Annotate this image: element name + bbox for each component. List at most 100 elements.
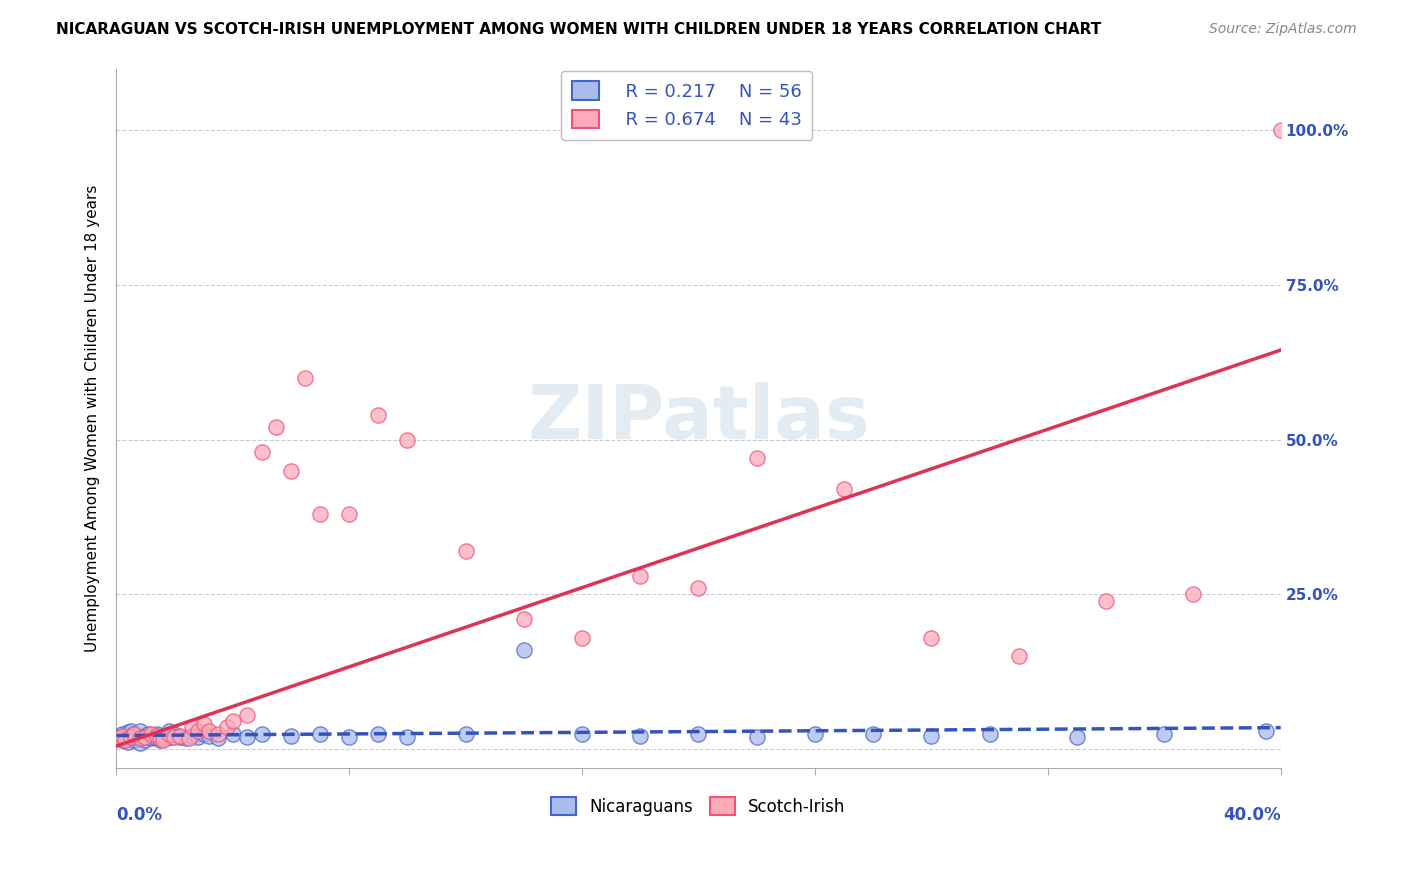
Point — [149, 731, 172, 745]
Point — [128, 736, 150, 750]
Point — [571, 631, 593, 645]
Point — [236, 730, 259, 744]
Point — [1153, 727, 1175, 741]
Point — [122, 732, 145, 747]
Point — [513, 612, 536, 626]
Point — [266, 420, 288, 434]
Point — [280, 729, 302, 743]
Point — [134, 730, 156, 744]
Point — [120, 730, 142, 744]
Point — [688, 727, 710, 741]
Point — [128, 723, 150, 738]
Point — [804, 727, 827, 741]
Legend: Nicaraguans, Scotch-Irish: Nicaraguans, Scotch-Irish — [544, 791, 852, 822]
Point — [146, 727, 169, 741]
Point — [128, 731, 150, 745]
Point — [222, 714, 245, 729]
Point — [169, 730, 191, 744]
Text: 40.0%: 40.0% — [1223, 806, 1281, 824]
Point — [862, 727, 884, 741]
Point — [177, 731, 200, 745]
Point — [146, 729, 169, 743]
Point — [174, 731, 197, 745]
Point — [920, 631, 942, 645]
Y-axis label: Unemployment Among Women with Children Under 18 years: Unemployment Among Women with Children U… — [86, 185, 100, 652]
Point — [114, 732, 136, 747]
Point — [163, 727, 186, 741]
Point — [294, 371, 316, 385]
Point — [309, 727, 332, 741]
Point — [1256, 723, 1278, 738]
Point — [181, 729, 204, 743]
Point — [979, 727, 1001, 741]
Point — [198, 723, 221, 738]
Point — [157, 723, 180, 738]
Point — [152, 732, 174, 747]
Point — [181, 721, 204, 735]
Point — [157, 727, 180, 741]
Point — [309, 507, 332, 521]
Point — [367, 408, 389, 422]
Point — [149, 732, 172, 747]
Point — [141, 731, 163, 745]
Point — [745, 451, 768, 466]
Point — [163, 730, 186, 744]
Text: 0.0%: 0.0% — [117, 806, 162, 824]
Point — [108, 731, 131, 745]
Point — [111, 732, 134, 747]
Point — [122, 727, 145, 741]
Point — [571, 727, 593, 741]
Point — [114, 729, 136, 743]
Point — [1095, 593, 1118, 607]
Point — [125, 729, 148, 743]
Text: ZIPatlas: ZIPatlas — [527, 382, 870, 455]
Point — [152, 729, 174, 743]
Point — [187, 723, 209, 738]
Point — [250, 445, 273, 459]
Point — [745, 730, 768, 744]
Point — [122, 727, 145, 741]
Point — [114, 731, 136, 745]
Point — [125, 731, 148, 745]
Point — [193, 727, 215, 741]
Point — [198, 729, 221, 743]
Point — [155, 731, 177, 745]
Point — [628, 569, 651, 583]
Point — [513, 643, 536, 657]
Point — [215, 721, 238, 735]
Point — [454, 727, 477, 741]
Point — [169, 729, 191, 743]
Point — [207, 731, 229, 745]
Point — [187, 730, 209, 744]
Point — [120, 723, 142, 738]
Point — [117, 735, 139, 749]
Point — [337, 507, 360, 521]
Point — [628, 729, 651, 743]
Point — [1066, 730, 1088, 744]
Point — [920, 729, 942, 743]
Point — [136, 727, 159, 741]
Point — [367, 727, 389, 741]
Point — [222, 727, 245, 741]
Point — [134, 729, 156, 743]
Point — [337, 730, 360, 744]
Point — [111, 729, 134, 743]
Point — [134, 732, 156, 747]
Point — [207, 727, 229, 741]
Point — [141, 727, 163, 741]
Point — [250, 727, 273, 741]
Point — [131, 730, 153, 744]
Point — [120, 730, 142, 744]
Point — [160, 730, 183, 744]
Point — [108, 730, 131, 744]
Point — [1270, 123, 1292, 137]
Point — [396, 730, 419, 744]
Point — [143, 730, 166, 744]
Point — [280, 464, 302, 478]
Text: NICARAGUAN VS SCOTCH-IRISH UNEMPLOYMENT AMONG WOMEN WITH CHILDREN UNDER 18 YEARS: NICARAGUAN VS SCOTCH-IRISH UNEMPLOYMENT … — [56, 22, 1101, 37]
Point — [396, 433, 419, 447]
Point — [454, 544, 477, 558]
Point — [236, 708, 259, 723]
Point — [117, 724, 139, 739]
Text: Source: ZipAtlas.com: Source: ZipAtlas.com — [1209, 22, 1357, 37]
